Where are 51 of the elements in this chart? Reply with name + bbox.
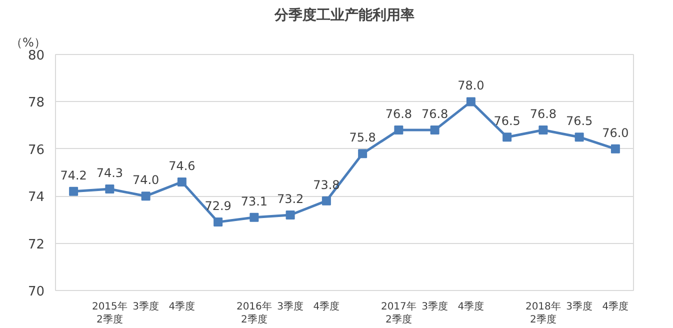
x-tick-label: 4季度	[602, 300, 629, 312]
point	[105, 184, 114, 194]
data-label: 75.8	[349, 130, 376, 145]
y-tick-label: 80	[28, 48, 45, 64]
x-tick-label: 2015年2季度	[92, 300, 128, 326]
y-tick-label: 78	[28, 96, 45, 111]
point	[322, 196, 331, 206]
data-label: 76.0	[602, 126, 629, 140]
y-tick-label: 74	[28, 190, 45, 206]
point	[177, 177, 186, 186]
data-label: 76.5	[566, 114, 593, 128]
chart-title: 分季度工业产能利用率	[274, 6, 414, 24]
point	[466, 97, 476, 106]
y-tick-label: 76	[28, 142, 45, 158]
point	[430, 126, 440, 135]
data-label: 74.0	[132, 173, 160, 188]
data-label: 72.9	[204, 199, 232, 214]
x-tick-label: 3季度	[277, 300, 304, 312]
data-label: 74.3	[96, 166, 124, 180]
x-tick-label: 4季度	[458, 300, 484, 312]
data-label: 73.1	[240, 194, 268, 208]
y-tick-label: 70	[28, 284, 45, 300]
point	[574, 132, 584, 142]
x-tick-label: 2016年2季度	[236, 300, 272, 326]
x-tick-label: 4季度	[313, 300, 340, 312]
data-label: 74.6	[168, 158, 196, 173]
x-tick-label: 2017年2季度	[380, 300, 416, 326]
point	[141, 192, 150, 201]
x-tick-label: 2018年2季度	[525, 300, 561, 326]
point	[69, 186, 78, 196]
point	[358, 149, 368, 158]
data-label: 76.8	[530, 107, 557, 122]
point	[286, 210, 295, 220]
data-label: 76.5	[494, 114, 520, 128]
point	[610, 144, 620, 154]
x-tick-label: 3季度	[132, 300, 160, 312]
x-tick-label: 4季度	[168, 300, 196, 312]
data-label: 78.0	[458, 78, 484, 93]
point	[394, 126, 404, 135]
x-tick-label: 3季度	[566, 300, 593, 312]
x-tick-label: 3季度	[422, 300, 448, 312]
data-label: 74.2	[60, 168, 87, 182]
data-label: 73.2	[276, 192, 304, 206]
data-label: 76.8	[421, 107, 448, 122]
point	[250, 212, 259, 222]
y-axis-title: （%）	[10, 36, 46, 50]
point	[214, 218, 223, 227]
y-tick-label: 72	[28, 237, 45, 252]
point	[502, 132, 512, 142]
data-label: 76.8	[385, 107, 412, 122]
point	[538, 126, 548, 135]
